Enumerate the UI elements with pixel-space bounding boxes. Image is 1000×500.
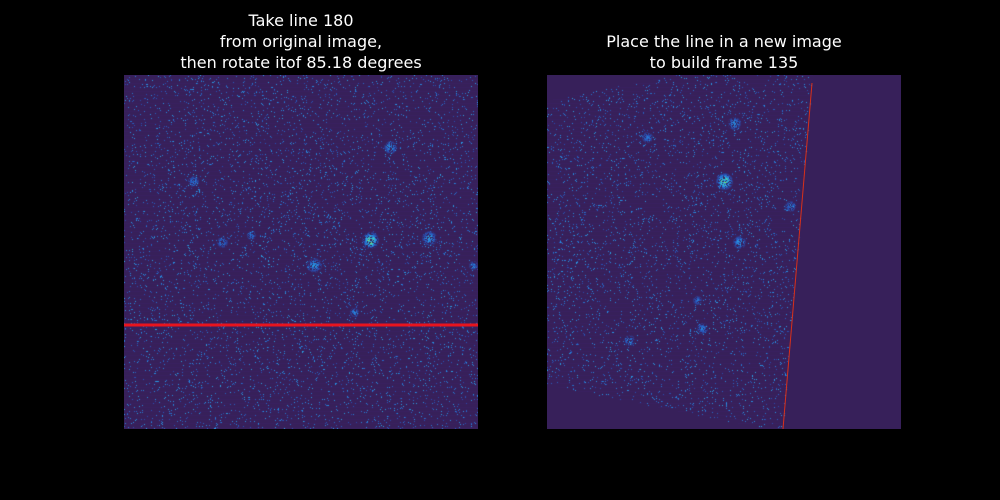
right-panel-title: Place the line in a new image to build f… (467, 31, 981, 73)
original-image-canvas (124, 75, 478, 429)
new-frame-canvas (547, 75, 901, 429)
left-title-line-2: from original image, (219, 32, 383, 51)
right-panel: Place the line in a new image to build f… (547, 0, 901, 500)
new-frame-overlay (782, 82, 813, 429)
right-title-line-2: to build frame 135 (649, 53, 799, 72)
left-title-line-3: then rotate itof 85.18 degrees (180, 53, 422, 72)
right-title-line-1: Place the line in a new image (606, 32, 842, 51)
left-panel-title: Take line 180 from original image, then … (44, 10, 558, 73)
placed-line-marker (782, 82, 813, 429)
left-title-line-1: Take line 180 (248, 11, 354, 30)
original-image (124, 75, 478, 429)
left-panel: Take line 180 from original image, then … (124, 0, 478, 500)
new-frame-image (547, 75, 901, 429)
original-image-overlay (124, 323, 478, 327)
